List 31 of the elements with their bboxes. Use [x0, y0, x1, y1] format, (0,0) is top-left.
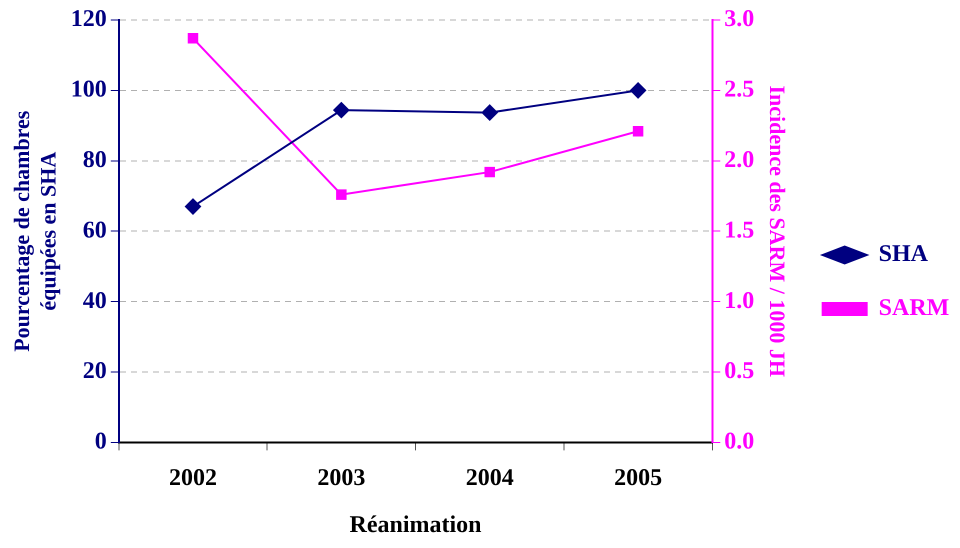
y-tick-label: 80	[82, 147, 107, 174]
y2-axis-title: Incidence des SARM / 1000 JH	[764, 85, 790, 377]
point	[333, 102, 350, 118]
y2-tick-label: 2.5	[724, 76, 754, 103]
legend-label: SHA	[878, 241, 929, 268]
point	[336, 189, 347, 200]
y2-tick-label: 1.0	[724, 288, 754, 314]
y2-tick-label: 1.5	[724, 217, 754, 244]
y-tick-label: 60	[82, 217, 107, 244]
x-axis-title: Réanimation	[350, 512, 482, 538]
y2-tick-label: 0.0	[724, 428, 754, 455]
y-tick-label: 40	[82, 288, 107, 314]
point	[184, 198, 201, 215]
y-axis-title: Pourcentage de chambres équipées en SHA	[8, 110, 60, 352]
point	[632, 126, 644, 136]
y-tick-label: 0	[94, 428, 107, 455]
y-tick-label: 100	[70, 76, 107, 103]
x-tick-label: 2002	[168, 465, 217, 492]
point	[484, 166, 495, 178]
point	[482, 104, 498, 121]
point	[188, 33, 198, 44]
legend-label: SARM	[878, 295, 950, 322]
x-tick-label: 2005	[614, 465, 662, 492]
y2-tick-label: 2.0	[724, 147, 754, 174]
x-tick-label: 2004	[466, 465, 514, 492]
point	[630, 82, 646, 98]
y2-tick-label: 3.0	[724, 6, 754, 32]
y-tick-label: 120	[70, 6, 107, 32]
y2-tick-label: 0.5	[724, 358, 754, 384]
x-tick-label: 2003	[317, 465, 366, 492]
y-tick-label: 20	[82, 358, 107, 384]
